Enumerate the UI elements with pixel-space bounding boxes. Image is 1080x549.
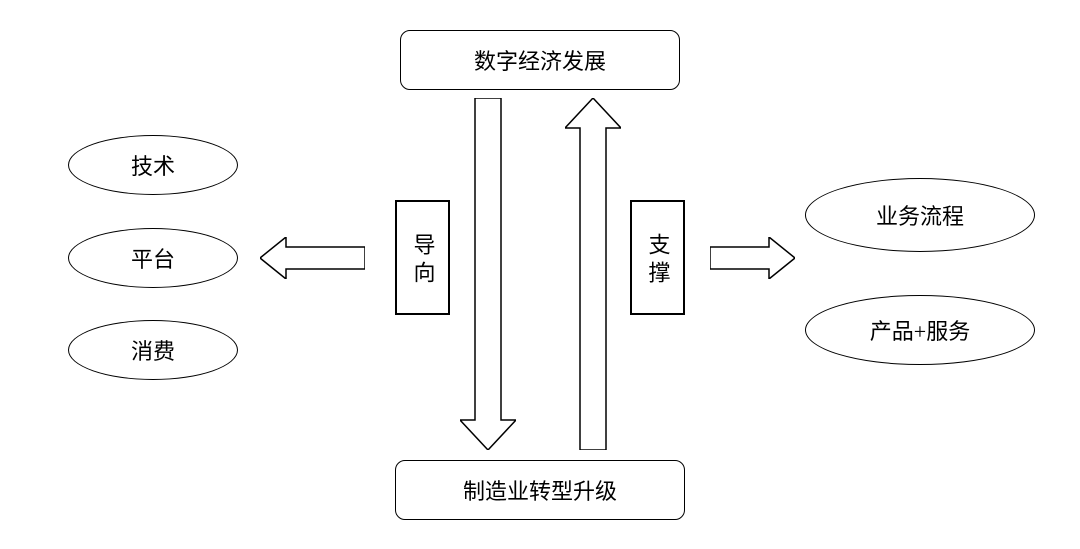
node-left-3-label: 消费	[131, 334, 175, 366]
node-top: 数字经济发展	[400, 30, 680, 90]
label-guide: 导向	[395, 200, 450, 315]
node-right-2: 产品+服务	[805, 295, 1035, 365]
node-right-1-label: 业务流程	[876, 199, 964, 231]
arrow-up	[565, 98, 621, 450]
node-right-1: 业务流程	[805, 178, 1035, 252]
node-left-3: 消费	[68, 320, 238, 380]
arrow-down	[460, 98, 516, 450]
label-support-text: 支撑	[642, 233, 674, 289]
node-left-2-label: 平台	[131, 242, 175, 274]
arrow-left	[260, 237, 365, 279]
node-left-2: 平台	[68, 228, 238, 288]
node-left-1-label: 技术	[131, 149, 175, 181]
node-bottom-label: 制造业转型升级	[463, 474, 617, 506]
node-left-1: 技术	[68, 135, 238, 195]
arrow-right	[710, 237, 795, 279]
label-support: 支撑	[630, 200, 685, 315]
node-bottom: 制造业转型升级	[395, 460, 685, 520]
node-right-2-label: 产品+服务	[870, 314, 970, 346]
label-guide-text: 导向	[407, 233, 439, 289]
node-top-label: 数字经济发展	[474, 44, 606, 76]
